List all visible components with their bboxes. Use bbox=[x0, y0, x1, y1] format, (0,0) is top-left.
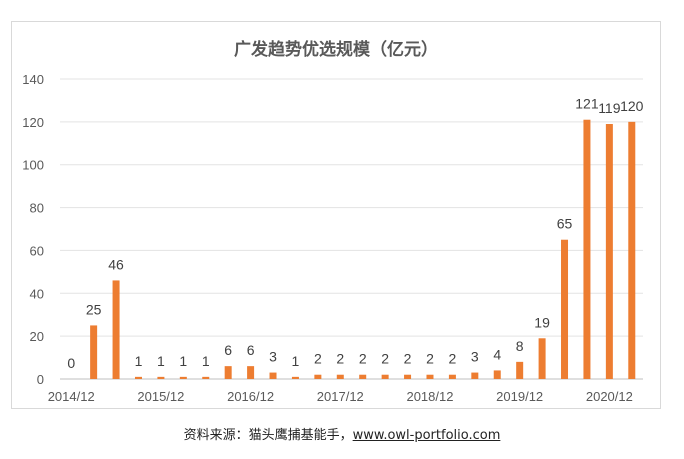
bar bbox=[628, 121, 636, 379]
data-label: 2 bbox=[381, 351, 389, 367]
bar bbox=[112, 280, 120, 379]
bar bbox=[224, 366, 232, 379]
data-label: 3 bbox=[269, 349, 277, 365]
data-label: 25 bbox=[86, 301, 102, 317]
y-tick-label: 120 bbox=[22, 115, 44, 130]
bar bbox=[179, 376, 187, 379]
y-tick-label: 20 bbox=[30, 329, 44, 344]
data-label: 1 bbox=[157, 353, 165, 369]
data-label: 1 bbox=[292, 353, 300, 369]
bar bbox=[471, 372, 479, 379]
bar bbox=[247, 366, 255, 379]
data-label: 46 bbox=[108, 256, 124, 272]
bar bbox=[359, 374, 367, 379]
y-tick-label: 100 bbox=[22, 158, 44, 173]
bar bbox=[516, 361, 524, 379]
data-label: 65 bbox=[557, 216, 573, 232]
y-axis-ticks: 0 20 40 60 80 100 120 140 bbox=[22, 72, 44, 387]
x-axis-ticks: 2014/12 2015/12 2016/12 2017/12 2018/12 2019/… bbox=[48, 389, 633, 404]
data-label: 2 bbox=[336, 351, 344, 367]
data-label: 3 bbox=[471, 349, 479, 365]
x-tick-label: 2014/12 bbox=[48, 389, 95, 404]
bar bbox=[404, 374, 412, 379]
bar bbox=[493, 370, 501, 379]
data-label: 2 bbox=[359, 351, 367, 367]
bar bbox=[157, 376, 165, 379]
data-label: 19 bbox=[534, 314, 550, 330]
data-label: 120 bbox=[620, 98, 644, 114]
source-line: 资料来源：猫头鹰捕基能手，www.owl-portfolio.com bbox=[0, 424, 684, 443]
chart-title: 广发趋势优选规模（亿元） bbox=[234, 39, 438, 60]
data-label: 2 bbox=[426, 351, 434, 367]
bar bbox=[426, 374, 434, 379]
data-label: 6 bbox=[224, 342, 232, 358]
data-label: 6 bbox=[247, 342, 255, 358]
data-label: 1 bbox=[179, 353, 187, 369]
bar bbox=[134, 376, 142, 379]
data-label: 1 bbox=[202, 353, 210, 369]
data-label: 121 bbox=[575, 96, 599, 112]
x-tick-label: 2018/12 bbox=[406, 389, 453, 404]
data-label: 2 bbox=[314, 351, 322, 367]
bar bbox=[314, 374, 322, 379]
bar bbox=[202, 376, 210, 379]
bars bbox=[90, 119, 636, 379]
bar bbox=[269, 372, 277, 379]
y-tick-label: 140 bbox=[22, 72, 44, 87]
data-label: 2 bbox=[404, 351, 412, 367]
data-label: 2 bbox=[449, 351, 457, 367]
bar bbox=[291, 376, 299, 379]
source-link[interactable]: www.owl-portfolio.com bbox=[352, 428, 501, 443]
bar bbox=[605, 124, 613, 379]
bar bbox=[448, 374, 456, 379]
bar bbox=[336, 374, 344, 379]
y-tick-label: 60 bbox=[30, 243, 44, 258]
data-label: 0 bbox=[67, 355, 75, 371]
y-tick-label: 80 bbox=[30, 201, 44, 216]
x-tick-label: 2016/12 bbox=[227, 389, 274, 404]
bar bbox=[538, 338, 546, 379]
data-label: 119 bbox=[598, 100, 621, 116]
source-prefix: 资料来源：猫头鹰捕基能手， bbox=[183, 428, 353, 443]
data-label: 1 bbox=[135, 353, 143, 369]
bar bbox=[381, 374, 389, 379]
bar bbox=[561, 239, 569, 379]
data-label: 8 bbox=[516, 338, 524, 354]
y-tick-label: 0 bbox=[37, 372, 44, 387]
x-tick-label: 2015/12 bbox=[137, 389, 184, 404]
x-tick-label: 2020/12 bbox=[586, 389, 633, 404]
data-label: 4 bbox=[493, 346, 501, 362]
bar bbox=[583, 119, 591, 379]
x-tick-label: 2017/12 bbox=[317, 389, 364, 404]
grid-lines bbox=[60, 78, 643, 380]
bar bbox=[90, 325, 98, 379]
y-tick-label: 40 bbox=[30, 286, 44, 301]
x-tick-label: 2019/12 bbox=[496, 389, 543, 404]
